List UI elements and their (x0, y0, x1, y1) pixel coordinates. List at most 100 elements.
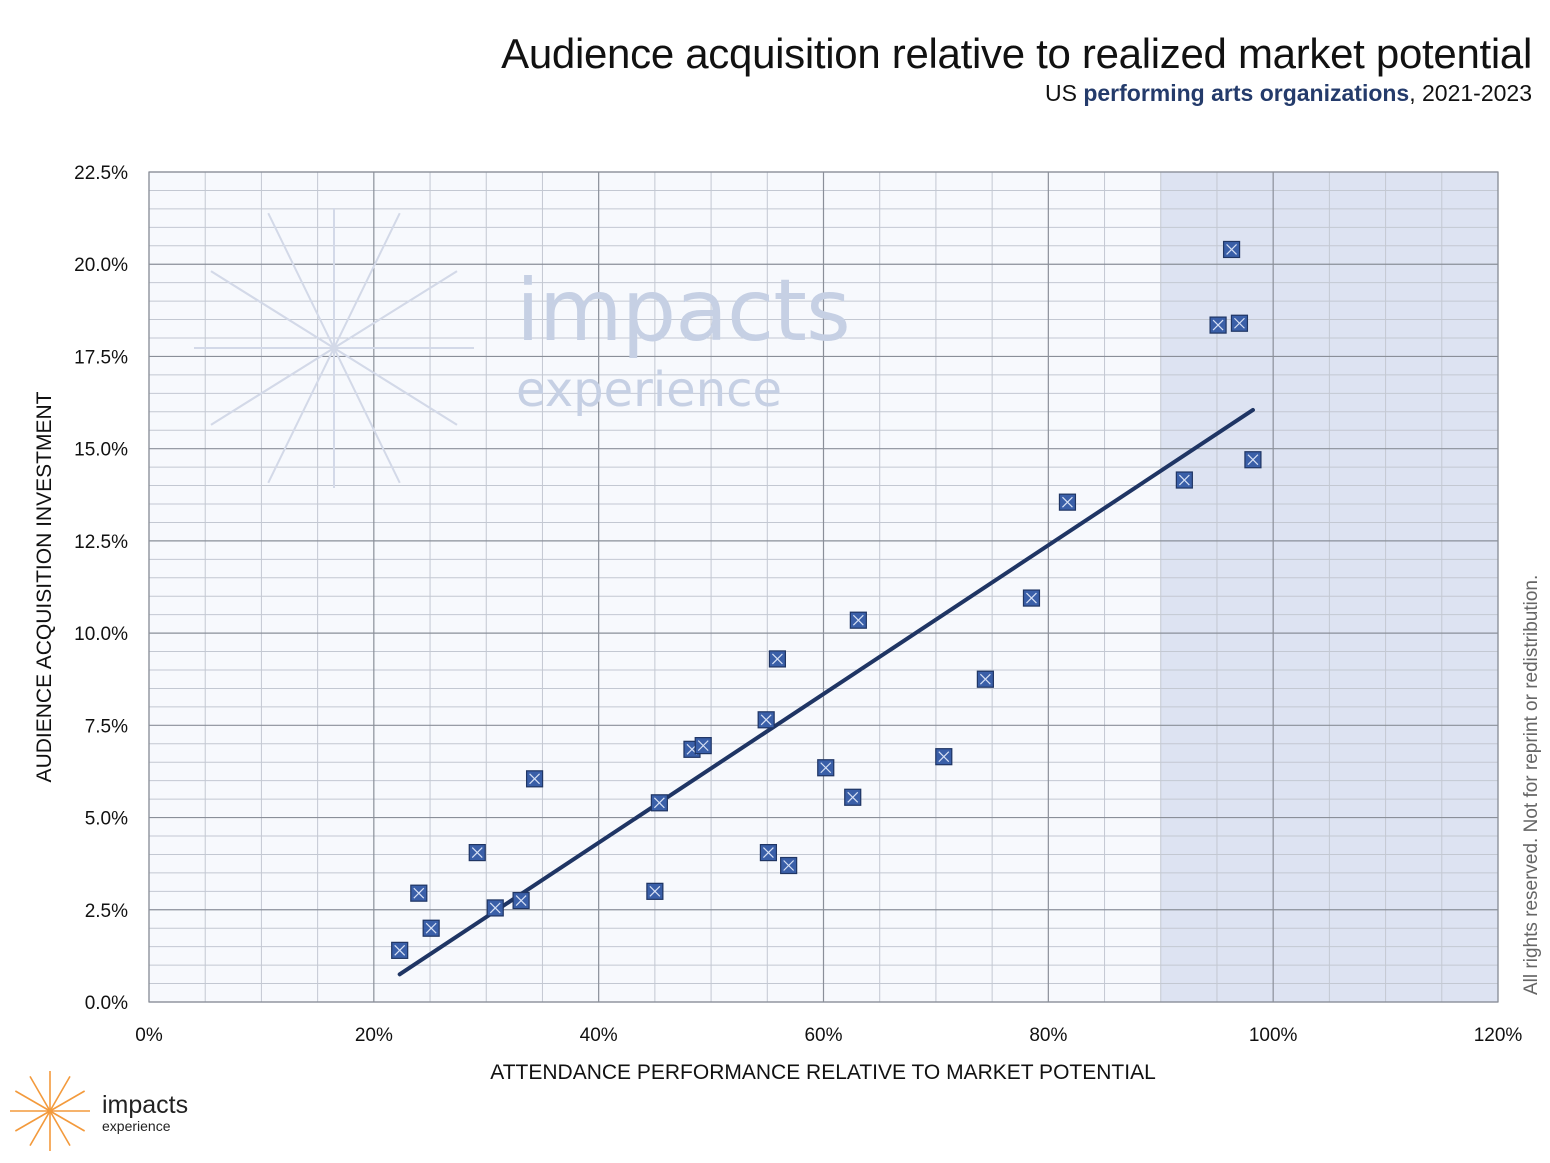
data-point-cross (1178, 474, 1190, 486)
data-point-cross (1226, 244, 1237, 255)
data-point-cross (847, 791, 859, 803)
data-point-cross (820, 762, 832, 774)
data-point (1209, 316, 1227, 334)
data-point-cross (1247, 454, 1259, 466)
data-point-cross (938, 751, 950, 763)
data-point (1230, 314, 1249, 332)
subtitle-highlight: performing arts organizations (1083, 80, 1410, 106)
data-point (512, 891, 530, 910)
data-point-cross (762, 847, 774, 859)
data-point-cross (529, 773, 541, 785)
data-point (1058, 493, 1077, 511)
data-point (410, 884, 428, 902)
data-point (1022, 589, 1041, 607)
y-tick-label: 15.0% (74, 440, 128, 461)
logo-subtext: experience (102, 1118, 171, 1134)
logo-ray (29, 1075, 51, 1112)
x-tick-label: 60% (804, 1025, 842, 1046)
y-tick-label: 7.5% (85, 716, 128, 737)
data-point-cross (649, 885, 661, 897)
data-point (935, 748, 953, 766)
x-tick-label: 100% (1249, 1025, 1298, 1046)
logo-ray (49, 1075, 71, 1112)
y-tick-label: 12.5% (74, 532, 128, 553)
chart-subtitle: US performing arts organizations, 2021-2… (1045, 80, 1532, 107)
data-point (780, 856, 798, 875)
trend-line (397, 407, 1255, 977)
x-tick-label: 20% (355, 1025, 393, 1046)
data-point-cross (394, 944, 406, 956)
data-point-cross (489, 902, 501, 914)
data-point-cross (979, 673, 991, 685)
data-point-cross (1212, 319, 1224, 331)
data-point (1175, 471, 1193, 489)
data-point-cross (1234, 317, 1245, 329)
watermark-star-icon (194, 208, 474, 488)
x-tick-label: 120% (1474, 1025, 1523, 1046)
y-tick-label: 0.0% (85, 993, 128, 1014)
data-point (646, 882, 664, 900)
data-point-cross (425, 922, 437, 934)
data-point-cross (697, 740, 709, 752)
data-points (391, 240, 1262, 959)
data-point (1244, 451, 1262, 469)
logo-ray (14, 1110, 51, 1132)
data-point (759, 843, 778, 862)
data-point (468, 843, 486, 862)
data-point-cross (771, 653, 783, 665)
rights-notice: All rights reserved. Not for reprint or … (1521, 574, 1542, 995)
x-tick-label: 40% (580, 1025, 618, 1046)
x-tick-label: 0% (135, 1025, 163, 1046)
data-point-cross (515, 895, 527, 906)
logo-text: impacts (102, 1091, 189, 1119)
subtitle-suffix: , 2021-2023 (1409, 80, 1532, 106)
chart-title: Audience acquisition relative to realize… (501, 30, 1532, 77)
y-axis-tick-labels: 0.0% 2.5% 5.0% 7.5% 10.0% 12.5% 15.0% 17.5% 20.0… (74, 163, 128, 1014)
data-point (1222, 240, 1241, 259)
data-point (650, 794, 668, 812)
logo-ray (49, 1090, 86, 1112)
logo-ray (29, 1110, 51, 1147)
watermark-ray (210, 270, 458, 426)
logo-ray (49, 1110, 86, 1132)
watermark-text-experience: experience (516, 362, 782, 418)
data-point-cross (413, 887, 425, 899)
data-point-cross (1062, 496, 1073, 508)
watermark-logo: impacts experience (194, 208, 851, 488)
y-tick-label: 17.5% (74, 347, 128, 368)
plot-border (148, 171, 1499, 1003)
data-point (486, 899, 504, 917)
watermark-text-impacts: impacts (516, 261, 850, 361)
y-tick-label: 10.0% (74, 624, 128, 645)
logo-star-icon (10, 1071, 90, 1151)
data-point (849, 611, 867, 629)
data-point (525, 770, 544, 788)
major-gridlines (148, 171, 1499, 1003)
x-tick-label: 80% (1029, 1025, 1067, 1046)
y-tick-label: 5.0% (85, 809, 128, 830)
x-axis-label: ATTENDANCE PERFORMANCE RELATIVE TO MARKE… (490, 1061, 1156, 1084)
y-tick-label: 2.5% (85, 901, 128, 922)
data-point (844, 788, 862, 806)
y-tick-label: 20.0% (74, 255, 128, 276)
data-point (817, 759, 835, 777)
data-point-cross (852, 614, 864, 626)
logo-ray (49, 1110, 71, 1147)
logo-ray (14, 1090, 51, 1112)
data-point (768, 650, 787, 668)
data-point (694, 737, 712, 755)
data-point (976, 670, 994, 688)
x-axis-tick-labels: 0% 20% 40% 60% 80% 100% 120% (135, 1025, 1522, 1046)
data-point (422, 919, 440, 937)
subtitle-prefix: US (1045, 80, 1084, 106)
data-point-cross (760, 714, 772, 726)
data-point (391, 941, 409, 959)
data-point-cross (783, 860, 795, 871)
data-point (757, 711, 775, 729)
y-axis-label: AUDIENCE ACQUISITION INVESTMENT (33, 391, 56, 782)
data-point-cross (653, 797, 665, 809)
y-tick-label: 22.5% (74, 163, 128, 184)
data-point-cross (471, 847, 483, 859)
data-point-cross (1026, 592, 1037, 604)
